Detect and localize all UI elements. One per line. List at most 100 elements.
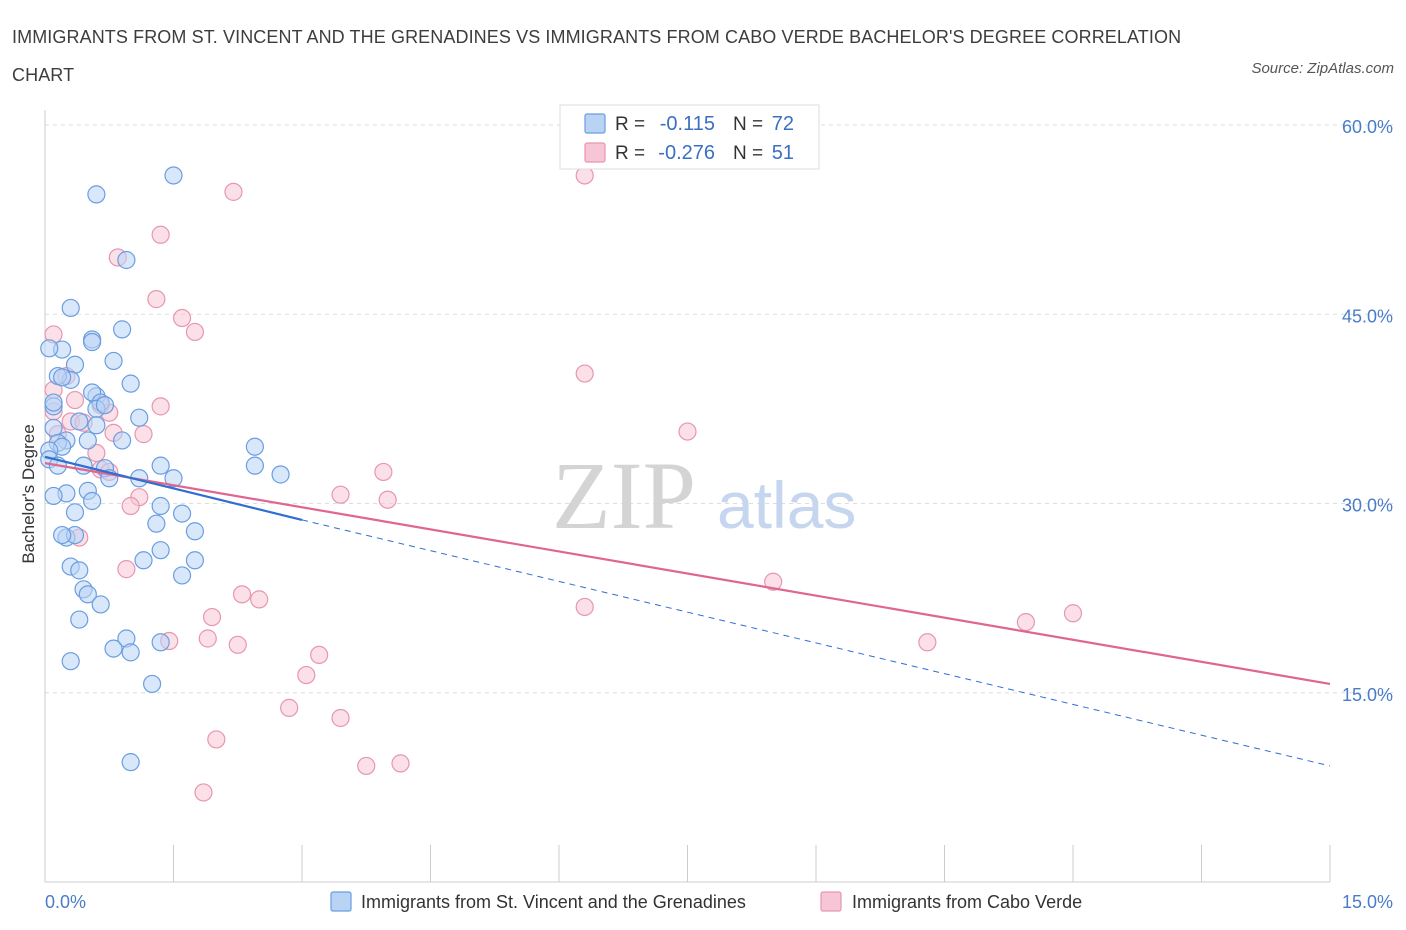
data-point-st-vincent (70, 610, 89, 629)
data-point-st-vincent (185, 551, 205, 570)
data-point-cabo-verde (1016, 612, 1035, 632)
data-point-cabo-verde (147, 290, 166, 309)
data-point-cabo-verde (378, 490, 397, 509)
trend-line-st-vincent (44, 455, 303, 521)
data-point-st-vincent (78, 585, 97, 604)
data-point-st-vincent (245, 456, 264, 475)
data-point-cabo-verde (65, 390, 85, 410)
legend-n-label-1: N = (733, 114, 763, 135)
data-point-st-vincent (87, 416, 106, 435)
watermark-atlas: atlas (717, 468, 856, 542)
data-point-st-vincent (40, 339, 59, 358)
x-ticks (44, 845, 1331, 882)
data-point-cabo-verde (331, 708, 350, 728)
chart-title: IMMIGRANTS FROM ST. VINCENT AND THE GREN… (12, 27, 1182, 85)
data-point-cabo-verde (172, 308, 192, 328)
data-point-st-vincent (185, 522, 205, 541)
data-point-cabo-verde (310, 645, 329, 665)
legend-r-label-1: R = (615, 114, 645, 135)
legend-r-value-1: -0.115 (660, 113, 715, 135)
watermark: ZIP atlas (552, 442, 856, 549)
data-point-st-vincent (147, 514, 166, 533)
data-point-st-vincent (151, 633, 170, 652)
data-point-st-vincent (112, 431, 132, 450)
data-point-st-vincent (151, 541, 170, 560)
trend-lines (44, 455, 1331, 767)
data-point-cabo-verde (198, 629, 217, 648)
data-point-cabo-verde (764, 572, 783, 591)
legend-swatch-series2 (584, 142, 606, 163)
data-point-cabo-verde (374, 462, 393, 482)
data-point-st-vincent (142, 674, 162, 694)
trend-line-st-vincent-extension (301, 519, 1331, 767)
data-point-st-vincent (87, 185, 106, 204)
y-tick-label: 30.0% (1342, 496, 1393, 516)
data-point-cabo-verde (918, 633, 937, 652)
legend-r-label-2: R = (615, 143, 645, 164)
data-point-st-vincent (61, 652, 80, 671)
data-point-st-vincent (104, 639, 123, 658)
data-point-cabo-verde (228, 635, 247, 654)
data-point-st-vincent (61, 298, 80, 318)
data-point-cabo-verde (207, 730, 226, 749)
source-label: Source: ZipAtlas.com (1251, 60, 1394, 77)
grid-lines (45, 124, 1393, 694)
bottom-legend-swatch-series2 (820, 891, 842, 912)
data-point-cabo-verde (224, 182, 243, 201)
data-point-st-vincent (117, 250, 136, 270)
data-point-cabo-verde (678, 422, 697, 441)
data-point-cabo-verde (297, 665, 316, 685)
y-tick-label: 60.0% (1342, 117, 1393, 137)
bottom-legend-swatch-series1 (330, 891, 352, 912)
data-point-st-vincent (245, 437, 264, 456)
data-point-st-vincent (65, 503, 85, 522)
data-point-cabo-verde (151, 225, 170, 244)
data-point-cabo-verde (331, 485, 350, 504)
data-point-cabo-verde (575, 166, 594, 185)
legend-r-value-2: -0.276 (658, 142, 715, 164)
x-tick-label-min: 0.0% (45, 892, 86, 912)
legend-n-label-2: N = (733, 143, 763, 164)
legend-swatch-series1 (584, 113, 606, 134)
data-point-st-vincent (172, 504, 192, 523)
data-point-st-vincent (53, 368, 72, 387)
data-point-st-vincent (121, 643, 140, 662)
data-point-st-vincent (95, 395, 115, 415)
data-point-st-vincent (130, 408, 149, 427)
legend-n-value-1: 72 (772, 113, 794, 135)
legend: R = -0.115 N = 72 R = -0.276 N = 51 (559, 104, 820, 170)
data-point-st-vincent (271, 465, 290, 484)
data-point-cabo-verde (134, 425, 153, 444)
trend-line-cabo-verde (44, 462, 1331, 686)
data-point-cabo-verde (250, 590, 269, 609)
data-point-cabo-verde (151, 397, 170, 416)
data-point-st-vincent (164, 166, 183, 185)
y-tick-label: 15.0% (1342, 685, 1393, 705)
data-point-st-vincent (44, 393, 63, 412)
data-point-cabo-verde (117, 560, 136, 579)
x-tick-label-max: 15.0% (1342, 892, 1393, 912)
bottom-legend-label-series1: Immigrants from St. Vincent and the Gren… (361, 892, 746, 912)
data-point-st-vincent (83, 332, 102, 352)
bottom-legend: Immigrants from St. Vincent and the Gren… (330, 891, 1082, 912)
data-point-st-vincent (65, 355, 85, 374)
watermark-zip: ZIP (552, 442, 696, 549)
data-point-st-vincent (78, 431, 97, 450)
legend-n-value-2: 51 (772, 142, 794, 164)
data-point-cabo-verde (280, 698, 299, 717)
data-point-st-vincent (83, 491, 102, 511)
y-axis-label: Bachelor's Degree (19, 424, 38, 563)
data-point-cabo-verde (185, 322, 205, 342)
data-point-cabo-verde (391, 754, 410, 773)
data-point-st-vincent (112, 320, 132, 339)
data-point-st-vincent (172, 566, 192, 585)
data-point-st-vincent (164, 469, 183, 488)
data-point-cabo-verde (575, 364, 594, 383)
data-point-cabo-verde (1063, 604, 1083, 623)
data-point-st-vincent (44, 486, 63, 506)
data-point-cabo-verde (232, 585, 252, 604)
bottom-legend-label-series2: Immigrants from Cabo Verde (852, 892, 1082, 912)
data-point-st-vincent (151, 496, 170, 516)
data-point-st-vincent (70, 561, 89, 580)
data-point-st-vincent (151, 456, 170, 475)
